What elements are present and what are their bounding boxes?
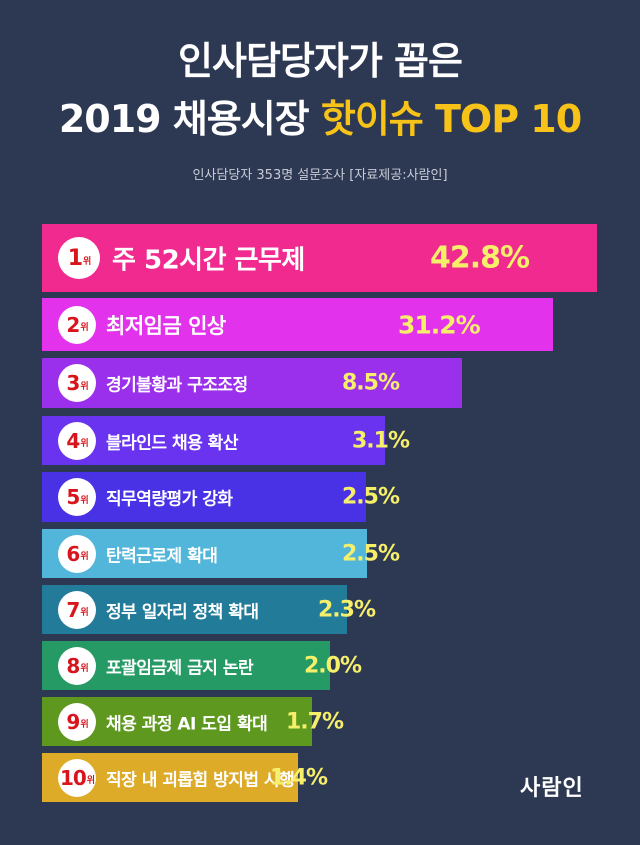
bar-label: 블라인드 채용 확산 [106, 433, 238, 453]
bar-rank-4: 4 위 블라인드 채용 확산 3.1% [42, 416, 410, 465]
rank-number: 10 [59, 765, 87, 790]
bar-value: 31.2% [398, 310, 481, 339]
bar-value: 2.3% [318, 597, 376, 622]
bar-label: 탄력근로제 확대 [106, 546, 218, 566]
bar-value: 2.5% [342, 541, 400, 566]
bar-label: 주 52시간 근무제 [112, 245, 305, 276]
bar-label: 최저임금 인상 [106, 313, 226, 338]
bar-rank-3: 3 위 경기불황과 구조조정 8.5% [42, 358, 462, 408]
bar-label: 직무역량평가 강화 [106, 489, 233, 510]
bar-value: 8.5% [342, 370, 400, 396]
rank-number: 6 [66, 541, 80, 566]
bar-rank-2: 2 위 최저임금 인상 31.2% [42, 298, 553, 351]
bar-label: 채용 과정 AI 도입 확대 [106, 714, 268, 734]
bar-value: 42.8% [430, 240, 530, 276]
rank-suffix: 위 [80, 720, 88, 730]
rank-number: 9 [66, 709, 80, 734]
bar-rank-7: 7 위 정부 일자리 정책 확대 2.3% [42, 585, 376, 634]
saramin-logo: 사람인 [520, 776, 584, 801]
bar-label: 포괄임금제 금지 논란 [106, 658, 254, 678]
bar-label: 경기불황과 구조조정 [106, 375, 248, 396]
bar-rank-9: 9 위 채용 과정 AI 도입 확대 1.7% [42, 697, 344, 746]
rank-badge: 10 위 [58, 758, 96, 797]
bar-label: 직장 내 괴롭힘 방지법 시행 [106, 770, 295, 790]
rank-number: 5 [66, 485, 80, 509]
rank-suffix: 위 [80, 323, 88, 333]
title-line-1: 인사담당자가 꼽은 [178, 39, 463, 83]
rank-suffix: 위 [80, 495, 88, 506]
rank-suffix: 위 [80, 381, 88, 392]
title-line-2: 2019 채용시장 핫이슈 TOP 10 [0, 96, 640, 142]
rank-suffix: 위 [86, 776, 95, 786]
rank-number: 4 [66, 428, 80, 453]
bar-label: 정부 일자리 정책 확대 [106, 602, 259, 622]
rank-number: 8 [66, 653, 80, 678]
rank-suffix: 위 [83, 256, 91, 267]
title-highlight: 핫이슈 TOP 10 [320, 97, 582, 141]
bar-value: 3.1% [352, 428, 410, 453]
bar-rank-6: 6 위 탄력근로제 확대 2.5% [42, 529, 400, 578]
rank-number: 1 [67, 245, 83, 271]
rank-suffix: 위 [80, 552, 88, 562]
bar-value: 2.5% [342, 484, 400, 510]
rank-number: 2 [66, 312, 80, 337]
rank-suffix: 위 [80, 664, 88, 674]
rank-suffix: 위 [80, 439, 88, 449]
title-year-market: 2019 채용시장 [58, 97, 321, 141]
rank-suffix: 위 [80, 608, 88, 618]
bar-value: 1.7% [286, 709, 344, 734]
bar-rank-5: 5 위 직무역량평가 강화 2.5% [42, 472, 400, 522]
bar-value: 2.0% [304, 653, 362, 678]
rank-number: 7 [66, 597, 80, 622]
subtitle: 인사담당자 353명 설문조사 [자료제공:사람인] [192, 168, 448, 183]
rank-number: 3 [66, 371, 80, 395]
bar-value: 1.4% [270, 765, 328, 790]
bar-rank-10: 10 위 직장 내 괴롭힘 방지법 시행 1.4% [42, 753, 328, 802]
bar-rank-8: 8 위 포괄임금제 금지 논란 2.0% [42, 641, 362, 690]
